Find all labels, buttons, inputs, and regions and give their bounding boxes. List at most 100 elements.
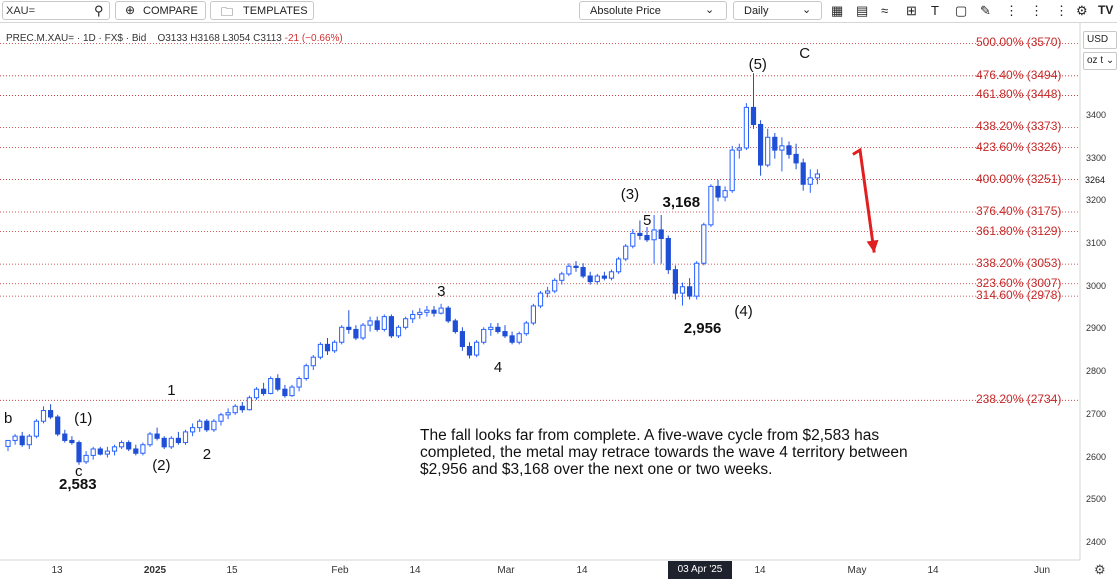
candle-body-up xyxy=(679,286,686,294)
candle xyxy=(474,340,480,358)
candle-body-down xyxy=(69,439,75,444)
candle xyxy=(672,265,678,300)
candle-body-down xyxy=(154,433,160,439)
candle-body-up xyxy=(814,173,820,179)
currency-select[interactable]: USD ⌄ xyxy=(1083,31,1117,61)
candle xyxy=(459,327,465,351)
candle-body-up xyxy=(807,177,813,185)
candle-body-down xyxy=(587,275,593,283)
price-mode-select[interactable]: Absolute Price ⌄ xyxy=(579,1,727,20)
candle xyxy=(204,419,210,432)
fib-level-label: 323.60% (3007) xyxy=(976,275,1062,290)
currency-value: USD xyxy=(1087,34,1109,45)
chart-legend: PREC.M.XAU= · 1D · FX$ · Bid O3133 H3168… xyxy=(6,33,343,44)
candle xyxy=(580,263,586,279)
candle xyxy=(232,404,238,415)
wave-icon[interactable]: ≈ xyxy=(881,3,889,18)
candle-body-up xyxy=(83,454,89,463)
candle xyxy=(594,273,600,285)
settings-icon[interactable]: ⚙ xyxy=(1076,3,1088,18)
toolbar: ⚲ ⊕ COMPARE 🗀 TEMPLATES Absolute Price ⌄… xyxy=(0,0,1117,23)
price-mode-value: Absolute Price xyxy=(590,5,661,17)
candle-body-up xyxy=(516,333,522,343)
more-icon[interactable]: ⋮ xyxy=(1055,3,1068,18)
candle xyxy=(83,451,89,464)
candle xyxy=(779,137,785,172)
candle-body-up xyxy=(403,318,409,328)
candle xyxy=(736,143,742,159)
wave-label: (1) xyxy=(74,410,93,428)
candle xyxy=(424,305,430,317)
candle-body-up xyxy=(40,410,47,422)
wave-label: 4 xyxy=(493,358,503,376)
candle-body-up xyxy=(488,326,494,330)
candle-body-up xyxy=(410,313,416,320)
drawing-tool-icon[interactable]: ✎ xyxy=(980,3,991,18)
text-tool-icon[interactable]: T xyxy=(931,3,939,18)
candle xyxy=(608,269,615,281)
candle-body-up xyxy=(317,343,323,358)
candle-body-up xyxy=(438,307,444,314)
candle xyxy=(800,158,806,191)
candle xyxy=(623,244,629,262)
candle xyxy=(268,376,274,395)
candlestick-icon[interactable]: ▦ xyxy=(831,3,844,18)
candle xyxy=(772,133,778,159)
fib-level-label: 500.00% (3570) xyxy=(976,35,1062,50)
x-tick-label: 14 xyxy=(754,565,766,576)
candle xyxy=(601,271,607,281)
candle xyxy=(587,271,593,285)
candle xyxy=(26,434,32,449)
legend-symbol: PREC.M.XAU= xyxy=(6,33,75,44)
candle xyxy=(12,434,18,445)
candle-body-down xyxy=(374,320,380,330)
symbol-search-input[interactable] xyxy=(6,3,86,18)
fib-level-label: 314.60% (2978) xyxy=(976,288,1062,303)
candle-body-up xyxy=(694,262,700,297)
crosshair-icon[interactable]: ⊞ xyxy=(906,3,917,18)
candle-body-up xyxy=(182,431,189,444)
bar-chart-icon[interactable]: ▤ xyxy=(856,3,869,18)
chevron-down-icon: ⌄ xyxy=(802,4,812,16)
brand-logo-icon: TV xyxy=(1098,3,1114,17)
more-icon[interactable]: ⋮ xyxy=(1005,3,1018,18)
symbol-search-box[interactable]: ⚲ xyxy=(2,1,110,20)
wave-label: 1 xyxy=(167,382,176,400)
candle-body-up xyxy=(701,224,707,264)
candle-body-up xyxy=(147,433,153,446)
candle xyxy=(19,431,25,447)
candle xyxy=(317,342,323,360)
crosshair-date-label: 03 Apr '25 xyxy=(668,561,732,579)
candle-body-up xyxy=(33,420,39,437)
interval-select[interactable]: Daily ⌄ xyxy=(733,1,822,20)
y-tick-label: 3300 xyxy=(1086,152,1107,163)
candle-body-up xyxy=(474,341,480,356)
x-tick-label: 15 xyxy=(226,565,238,576)
search-icon[interactable]: ⚲ xyxy=(94,3,104,18)
reset-scale-button[interactable]: ⚙ xyxy=(1094,562,1106,577)
shape-tool-icon[interactable]: ▢ xyxy=(955,3,968,18)
unit-select[interactable]: oz t ⌄ xyxy=(1083,52,1117,70)
candle xyxy=(332,340,338,353)
wave-label: (3) xyxy=(620,185,640,203)
candle xyxy=(374,316,380,332)
y-tick-label: 2400 xyxy=(1086,536,1107,547)
candle-body-up xyxy=(211,420,217,431)
templates-button[interactable]: 🗀 TEMPLATES xyxy=(210,1,314,20)
compare-button[interactable]: ⊕ COMPARE xyxy=(115,1,206,20)
candle xyxy=(758,120,764,176)
candle-body-up xyxy=(332,341,338,352)
candle xyxy=(324,337,331,356)
analysis-commentary: The fall looks far from complete. A five… xyxy=(420,427,908,478)
wave-label: (5) xyxy=(748,55,767,73)
fib-level-label: 338.20% (3053) xyxy=(976,256,1062,271)
legend-close: C3113 xyxy=(253,33,282,44)
more-icon[interactable]: ⋮ xyxy=(1030,3,1043,18)
candle xyxy=(190,423,196,437)
candle xyxy=(566,263,572,277)
candle xyxy=(651,214,657,264)
candle xyxy=(367,316,373,332)
y-tick-label: 2700 xyxy=(1086,408,1107,419)
forecast-arrow-line xyxy=(852,147,876,253)
